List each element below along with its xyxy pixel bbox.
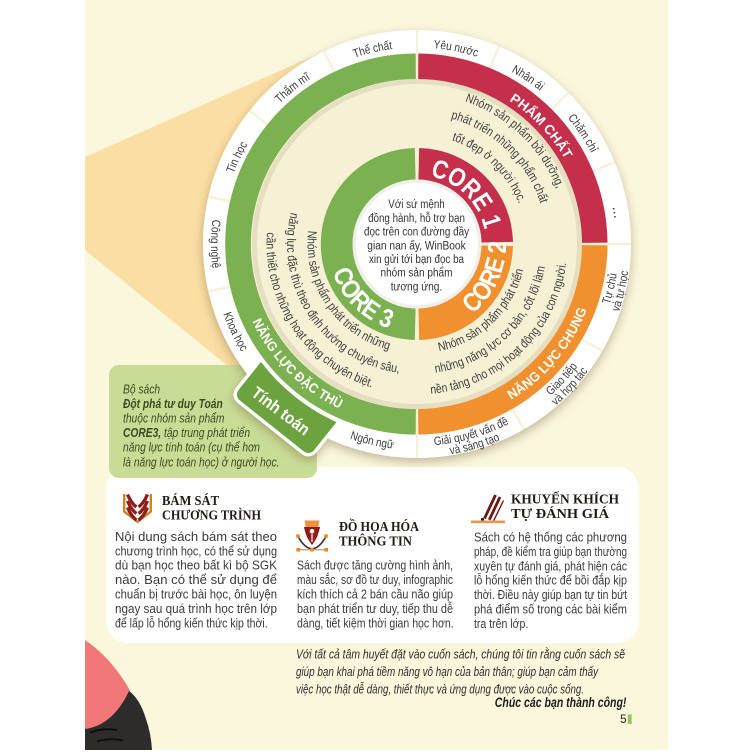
svg-text:tương ứng.: tương ứng. (391, 281, 443, 293)
svg-text:lỗ hổng kiến thức để bồi đắp k: lỗ hổng kiến thức để bồi đắp kịp (474, 573, 627, 588)
svg-text:Với tất cả tâm huyết đặt vào c: Với tất cả tâm huyết đặt vào cuốn sách, … (296, 647, 625, 662)
svg-text:gian nan ấy, WinBook: gian nan ấy, WinBook (367, 240, 466, 252)
svg-text:THÔNG TIN: THÔNG TIN (339, 533, 412, 548)
svg-text:thời. Điều này giúp bạn tự tin: thời. Điều này giúp bạn tự tin bứt (474, 587, 627, 602)
svg-text:kích thích cả 2 bán cầu não gi: kích thích cả 2 bán cầu não giúp (297, 587, 453, 602)
svg-text:việc học thật dễ dàng, thiết t: việc học thật dễ dàng, thiết thực và ứng… (296, 681, 584, 696)
svg-text:Đột phá tư duy Toán: Đột phá tư duy Toán (123, 397, 223, 411)
svg-text:để lấp lỗ hổng kiến thức kịp t: để lấp lỗ hổng kiến thức kịp thời. (115, 615, 268, 630)
svg-text:Chúc các bạn thành công!: Chúc các bạn thành công! (495, 695, 627, 710)
svg-text:KHUYẾN KHÍCH: KHUYẾN KHÍCH (511, 491, 619, 506)
svg-text:xuyên tự đánh giá, phát hiện c: xuyên tự đánh giá, phát hiện các (474, 558, 627, 573)
svg-text:màu sắc, sơ đồ tư duy, infogra: màu sắc, sơ đồ tư duy, infographic (297, 572, 453, 587)
svg-text:ĐỒ HỌA HÓA: ĐỒ HỌA HÓA (339, 519, 419, 534)
svg-text:BÁM SÁT: BÁM SÁT (162, 493, 219, 508)
svg-text:là năng lực toán học) ở người: là năng lực toán học) ở người học. (123, 455, 279, 469)
svg-text:dàng, tiết kiệm thời gian học: dàng, tiết kiệm thời gian học hơn. (297, 615, 454, 630)
svg-text:Sách có hệ thống các phương: Sách có hệ thống các phương (474, 530, 627, 545)
svg-text:giúp bạn khai phá tiềm năng vô: giúp bạn khai phá tiềm năng vô hạn của b… (296, 664, 599, 679)
svg-text:pháp, đề kiểm tra giúp bạn thư: pháp, đề kiểm tra giúp bạn thường (474, 544, 627, 559)
svg-text:đồng hành, hỗ trợ bạn: đồng hành, hỗ trợ bạn (368, 212, 465, 225)
svg-text:nào. Bạn có thể sử dụng để: nào. Bạn có thể sử dụng để (115, 572, 277, 587)
svg-text:xin gửi tới bạn đọc ba: xin gửi tới bạn đọc ba (369, 254, 465, 266)
svg-text:Công nghệ: Công nghệ (208, 219, 223, 269)
svg-text:tra trên lớp.: tra trên lớp. (474, 616, 528, 631)
svg-text:chương trình học, có thể sử dụ: chương trình học, có thể sử dụng (115, 543, 277, 558)
svg-text:phá điểm số trong các bài kiểm: phá điểm số trong các bài kiểm (474, 602, 627, 617)
svg-text:Nội dung sách bám sát theo: Nội dung sách bám sát theo (115, 529, 277, 544)
svg-text:...: ... (609, 204, 628, 219)
svg-text:dù bạn học theo bất kì bộ SGK: dù bạn học theo bất kì bộ SGK (115, 558, 277, 573)
svg-text:năng lực tính toán (cụ thể hơn: năng lực tính toán (cụ thể hơn (123, 441, 260, 455)
svg-text:nhóm sản phẩm: nhóm sản phẩm (381, 268, 453, 280)
svg-text:CHƯƠNG TRÌNH: CHƯƠNG TRÌNH (162, 507, 261, 522)
svg-text:TỰ ĐÁNH GIÁ: TỰ ĐÁNH GIÁ (511, 506, 609, 521)
svg-text:Sách được tăng cường hình ảnh,: Sách được tăng cường hình ảnh, (297, 558, 453, 573)
svg-text:đọc trên con đường đầy: đọc trên con đường đầy (364, 227, 469, 239)
svg-text:Bộ sách: Bộ sách (123, 383, 160, 397)
svg-text:CORE3, tập trung phát triển: CORE3, tập trung phát triển (123, 426, 250, 440)
svg-text:bạn phát triển tư duy, tiếp th: bạn phát triển tư duy, tiếp thu dễ (297, 601, 453, 616)
svg-text:Với sứ mệnh: Với sứ mệnh (388, 199, 444, 211)
svg-text:5: 5 (620, 714, 626, 726)
svg-text:ngay sau quá trình học trên lớ: ngay sau quá trình học trên lớp (115, 601, 277, 616)
svg-text:chuẩn bị trước bài học, ôn luy: chuẩn bị trước bài học, ôn luyện (115, 587, 277, 602)
svg-text:thuộc nhóm sản phẩm: thuộc nhóm sản phẩm (123, 412, 224, 426)
